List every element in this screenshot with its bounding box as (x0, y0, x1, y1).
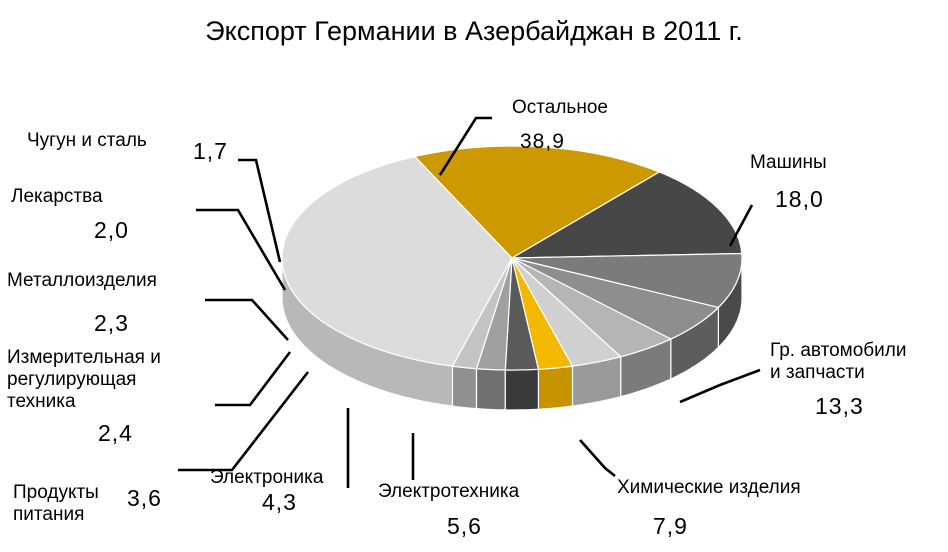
value-mashiny: 18,0 (775, 186, 824, 212)
label-produkty-line2: питания (13, 504, 85, 525)
value-produkty: 3,6 (127, 485, 162, 511)
pie-side-7 (537, 365, 574, 410)
label-elektronika: Электроника (210, 467, 324, 488)
value-khimicheskie: 7,9 (653, 513, 688, 539)
label-izmeritelnaya-line1: Измерительная и (7, 347, 161, 368)
pie-side-10 (451, 365, 478, 410)
value-lekarstva: 2,0 (94, 217, 129, 243)
pie-slice-0 (281, 155, 513, 367)
value-elektronika: 4,3 (262, 489, 297, 515)
label-avtomobili-line2: и запчасти (770, 362, 865, 383)
label-izmeritelnaya-line2: регулирующая (7, 369, 137, 390)
value-metalloizdeliya: 2,3 (94, 310, 129, 336)
label-lekarstva: Лекарства (11, 186, 103, 207)
pie-slice-2 (511, 171, 743, 259)
leader-line-8 (205, 298, 289, 341)
label-mashiny: Машины (750, 152, 827, 173)
leader-line-3 (579, 439, 616, 478)
label-chugun: Чугун и сталь (27, 130, 147, 151)
label-izmeritelnaya: Измерительная и регулирующая техника (7, 347, 161, 413)
label-elektrotekhnika: Электротехника (378, 481, 520, 502)
label-metalloizdeliya: Металлоизделия (7, 270, 157, 291)
label-ostalnoe: Остальное (512, 97, 608, 118)
leader-line-7 (215, 351, 292, 407)
pie-slice-10 (451, 257, 513, 370)
leader-line-2 (679, 368, 761, 404)
value-elektrotekhnika: 5,6 (447, 513, 482, 539)
value-izmeritelnaya: 2,4 (98, 420, 133, 446)
leader-line-1 (728, 204, 754, 247)
pie-side-9 (475, 368, 506, 411)
label-produkty-line1: Продукты (13, 482, 99, 503)
leader-line-0 (438, 116, 492, 176)
value-chugun: 1,7 (193, 138, 228, 164)
leader-line-10 (238, 158, 282, 263)
value-ostalnoe: 38,9 (520, 130, 565, 153)
leader-line-9 (196, 208, 287, 291)
chart-title: Экспорт Германии в Азербайджан в 2011 г. (205, 16, 743, 46)
pie-side-8 (504, 368, 539, 411)
label-avtomobili-line1: Гр. автомобили (770, 340, 907, 361)
leader-line-6 (178, 371, 310, 472)
value-avtomobili: 13,3 (815, 393, 864, 419)
label-produkty: Продукты питания (13, 482, 99, 526)
label-izmeritelnaya-line3: техника (7, 391, 76, 412)
label-khimicheskie: Химические изделия (617, 477, 801, 498)
label-avtomobili: Гр. автомобили и запчасти (770, 340, 906, 384)
pie-slice-3 (511, 252, 743, 308)
pie-slice-1 (414, 145, 660, 259)
